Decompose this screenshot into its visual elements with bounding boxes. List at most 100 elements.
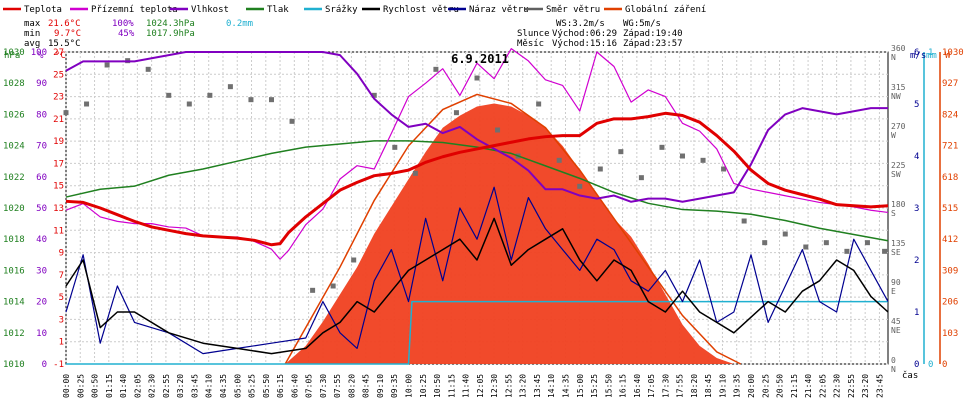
smer-vetru-point	[289, 118, 295, 124]
tick-label-dir-name: SE	[891, 248, 901, 257]
tick-label-time: 16:15	[619, 374, 628, 398]
tick-label-time: 00:50	[91, 374, 100, 398]
smer-vetru-point	[145, 66, 151, 72]
tick-label-time: 01:15	[105, 374, 114, 398]
stat-min-humidity: 45%	[118, 29, 135, 39]
tick-label-w: 721	[942, 142, 958, 152]
info-mesic-zapad: Západ:23:57	[623, 39, 683, 49]
tick-label-pct: 10	[36, 329, 47, 339]
tick-label-hpa: 1022	[3, 173, 25, 183]
smer-vetru-point	[227, 84, 233, 90]
smer-vetru-point	[721, 166, 727, 172]
legend-label: Vlhkost	[191, 5, 229, 15]
smer-vetru-point	[597, 166, 603, 172]
tick-label-hpa: 1014	[3, 298, 25, 308]
tick-label-time: 13:20	[519, 374, 528, 398]
tick-label-time: 00:25	[76, 374, 85, 398]
tick-label-w: 824	[942, 110, 958, 120]
naraz-vetru-line	[65, 186, 889, 355]
tick-label-time: 21:40	[804, 374, 813, 398]
smer-vetru-point	[556, 157, 562, 163]
stat-min-temp: 9.7°C	[54, 29, 81, 39]
tick-label-pct: 80	[36, 110, 47, 120]
stat-max-pressure: 1024.3hPa	[146, 19, 195, 29]
tick-label-degc: 13	[53, 204, 64, 214]
tick-label-w: 927	[942, 79, 958, 89]
tlak-line	[65, 140, 889, 242]
tick-label-time: 17:30	[661, 374, 670, 398]
info-slunce-zapad: Západ:19:40	[623, 29, 683, 39]
tick-label-time: 18:45	[704, 374, 713, 398]
tick-label-dir-deg: 135	[891, 239, 906, 248]
tick-label-dir-deg: 225	[891, 161, 906, 170]
info-mesic-vychod: Východ:15:16	[552, 39, 617, 49]
tick-label-ms: 6	[914, 48, 919, 58]
stat-min-pressure: 1017.9hPa	[146, 29, 195, 39]
tick-label-dir-name: N	[891, 365, 896, 374]
tick-label-degc: 1	[59, 338, 64, 348]
smer-vetru-point	[63, 110, 69, 116]
info-slunce-label: Slunce	[517, 29, 550, 39]
tick-label-degc: 9	[59, 249, 64, 259]
tick-label-ms: 2	[914, 256, 919, 266]
tick-label-degc: 11	[53, 226, 64, 236]
info-wg: WG:5m/s	[623, 19, 661, 29]
tick-label-hpa: 1016	[3, 266, 25, 276]
axis-title-degc: °C	[55, 51, 66, 61]
smer-vetru-point	[248, 97, 254, 103]
tick-label-degc: 27	[53, 48, 64, 58]
info-slunce-vychod: Východ:06:29	[552, 29, 617, 39]
tick-label-time: 12:55	[504, 374, 513, 398]
smer-vetru-point	[351, 257, 357, 263]
line-series	[65, 48, 889, 365]
tick-label-degc: 15	[53, 182, 64, 192]
tick-label-w: 412	[942, 235, 958, 245]
tick-label-dir-name: W	[891, 131, 896, 140]
tick-label-time: 02:55	[162, 374, 171, 398]
tick-label-time: 11:40	[462, 374, 471, 398]
tick-label-time: 23:20	[861, 374, 870, 398]
chart-title: 6.9.2011	[451, 52, 509, 66]
axis-titles: hPa % °C m/s mm W čas	[4, 51, 951, 381]
tick-label-time: 17:55	[676, 374, 685, 398]
smer-vetru-point	[803, 244, 809, 250]
axis-title-w: W	[945, 51, 951, 61]
tick-label-time: 14:35	[561, 374, 570, 398]
tick-label-dir-deg: 360	[891, 44, 906, 53]
smer-vetru-point	[882, 248, 888, 254]
tick-label-time: 04:35	[219, 374, 228, 398]
tick-label-time: 22:55	[847, 374, 856, 398]
tick-label-w: 0	[942, 360, 947, 370]
legend-label: Rychlost větru	[383, 5, 459, 15]
stat-avg-label: avg	[24, 39, 40, 49]
tick-label-pct: 40	[36, 235, 47, 245]
axis-title-pct: %	[38, 51, 44, 61]
tick-label-ms: 0	[914, 360, 919, 370]
tick-label-hpa: 1026	[3, 110, 25, 120]
tick-label-time: 15:25	[590, 374, 599, 398]
tick-label-time: 10:00	[405, 374, 414, 398]
rychlost-vetru-line	[65, 217, 889, 355]
globalni-zareni-series	[285, 103, 734, 364]
tick-label-time: 15:50	[604, 374, 613, 398]
tick-label-time: 04:10	[205, 374, 214, 398]
tick-label-w: 103	[942, 329, 958, 339]
smer-vetru-point	[207, 92, 213, 98]
tick-label-dir-deg: 180	[891, 200, 906, 209]
tick-label-time: 15:00	[576, 374, 585, 398]
tick-label-degc: 7	[59, 271, 64, 281]
tick-label-hpa: 1030	[3, 48, 25, 58]
smer-vetru-point	[453, 110, 459, 116]
tick-label-time: 20:00	[747, 374, 756, 398]
tick-label-time: 12:05	[476, 374, 485, 398]
legend-label: Teplota	[24, 5, 62, 15]
smer-vetru-point	[269, 97, 274, 103]
smer-vetru-point	[680, 153, 685, 159]
stat-max-rain: 0.2mm	[226, 19, 253, 29]
smer-vetru-series	[63, 58, 888, 293]
tick-label-dir-name: N	[891, 53, 896, 62]
globalni-zareni-teor-line	[284, 93, 742, 365]
srazky-line	[66, 300, 888, 365]
tick-label-dir-name: NW	[891, 92, 901, 101]
tick-label-time: 21:15	[790, 374, 799, 398]
